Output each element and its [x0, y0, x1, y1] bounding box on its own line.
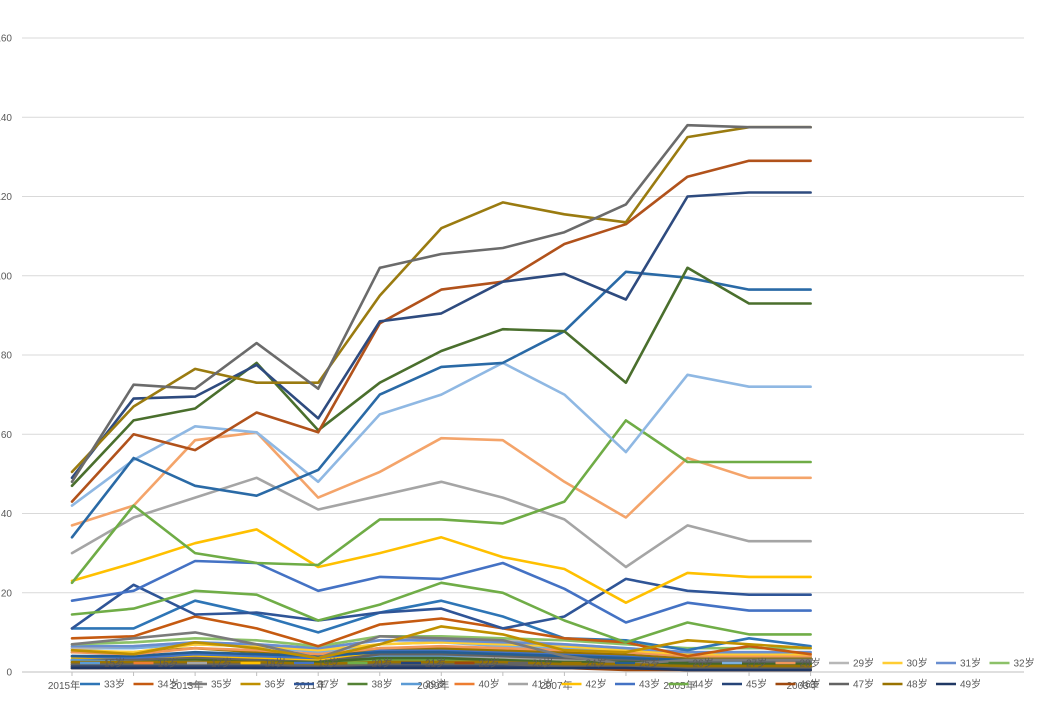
- legend-label: 46岁: [800, 678, 821, 691]
- y-axis-ticks: 0 20 40 60 80 100 120 140 160: [0, 34, 12, 679]
- legend-label: 43岁: [639, 678, 660, 691]
- series-line-37: [70, 419, 812, 585]
- x-tick-label: 2015年: [48, 679, 80, 692]
- y-tick-label: 60: [1, 430, 13, 441]
- legend-label: 31岁: [960, 657, 981, 670]
- legend-label: 25岁: [639, 657, 660, 670]
- series-line-42: [70, 191, 812, 480]
- series-line-18: [70, 599, 812, 652]
- legend-label: 29岁: [853, 657, 874, 670]
- legend-label: 34岁: [158, 678, 179, 691]
- legend-label: 32岁: [1014, 657, 1035, 670]
- legend-label: 35岁: [211, 678, 232, 691]
- legend-label: 28岁: [800, 657, 821, 670]
- y-tick-label: 120: [0, 192, 12, 203]
- y-tick-label: 80: [1, 351, 13, 362]
- legend-label: 40岁: [479, 678, 500, 691]
- legend-label: 24岁: [586, 657, 607, 670]
- series-line-44: [70, 123, 812, 484]
- legend-label: 37岁: [318, 678, 339, 691]
- y-tick-label: 160: [0, 34, 12, 45]
- legend-label: 15岁: [104, 657, 125, 670]
- series-line-21: [70, 625, 812, 660]
- legend-label: 41岁: [532, 678, 553, 691]
- series-line-29: [70, 581, 812, 644]
- series-line-15: [70, 641, 812, 656]
- series-line-17: [70, 635, 812, 650]
- legend-label: 26岁: [693, 657, 714, 670]
- x-tick-label: 2013年: [171, 679, 203, 692]
- legend-label: 19岁: [318, 657, 339, 670]
- legend-label: 38岁: [372, 678, 393, 691]
- y-tick-label: 40: [1, 509, 13, 520]
- legend-label: 23岁: [532, 657, 553, 670]
- legend-label: 47岁: [853, 678, 874, 691]
- y-tick-label: 140: [0, 113, 12, 124]
- x-tick-label: 2003年: [786, 679, 818, 692]
- series-line-41: [70, 159, 812, 503]
- legend-label: 39岁: [425, 678, 446, 691]
- series-lines: [70, 123, 812, 672]
- legend-label: 33岁: [104, 678, 125, 691]
- series-line-40: [70, 266, 812, 488]
- legend-label: 20岁: [372, 657, 393, 670]
- x-tick-label: 2005年: [663, 679, 695, 692]
- series-line-39: [70, 270, 812, 539]
- legend-label: 16岁: [158, 657, 179, 670]
- gridlines: [22, 37, 1024, 673]
- legend-label: 17岁: [211, 657, 232, 670]
- series-line-20: [70, 631, 812, 666]
- legend-label: 48岁: [907, 678, 928, 691]
- legend-label: 49岁: [960, 678, 981, 691]
- series-line-27: [70, 528, 812, 604]
- series-line-34: [70, 666, 812, 672]
- legend-label: 30岁: [907, 657, 928, 670]
- y-tick-label: 20: [1, 588, 13, 599]
- series-line-43: [70, 125, 812, 474]
- x-tick-label: 2007年: [540, 679, 572, 692]
- series-line-36: [70, 431, 812, 527]
- series-line-35: [70, 476, 812, 569]
- legend-label: 42岁: [586, 678, 607, 691]
- y-tick-label: 0: [6, 668, 12, 679]
- legend: 15岁 16岁 17岁 18岁 19岁 20岁 21岁 22岁 23岁 24岁 25岁 26岁 27岁 2…: [80, 657, 1035, 691]
- series-line-19: [70, 615, 812, 658]
- legend-label: 22岁: [479, 657, 500, 670]
- y-tick-label: 100: [0, 271, 12, 282]
- x-axis-ticks: 2015年 2013年 2011年 2009年 2007年 2005年 2003年: [48, 672, 819, 692]
- series-line-22: [70, 577, 812, 630]
- x-tick-label: 2009年: [417, 679, 449, 692]
- legend-label: 36岁: [265, 678, 286, 691]
- legend-label: 18岁: [265, 657, 286, 670]
- legend-label: 44岁: [693, 678, 714, 691]
- x-tick-label: 2011年: [294, 679, 326, 692]
- series-line-38: [70, 361, 812, 507]
- legend-label: 21岁: [425, 657, 446, 670]
- legend-label: 27岁: [746, 657, 767, 670]
- series-line-28: [70, 559, 812, 624]
- legend-label: 45岁: [746, 678, 767, 691]
